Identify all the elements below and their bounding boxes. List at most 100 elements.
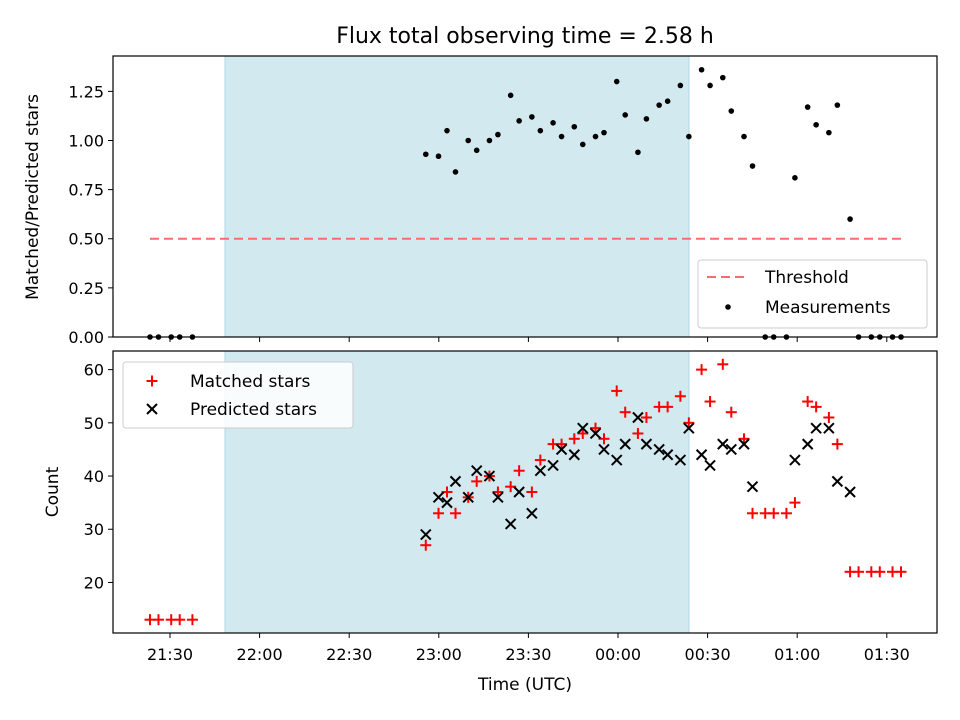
matched-star-point [590,422,602,434]
bottom-chart-panel: Count Time (UTC) 20 30 40 50 60 21:30 22:00 22:… [43,350,938,695]
measurement-point [698,66,705,73]
matched-star-point [449,507,461,519]
matched-star-point [186,614,198,626]
predicted-star-point [823,422,835,434]
measurement-point [656,102,662,108]
measurement-point [728,108,735,114]
measurement-point [558,133,565,140]
matched-star-point [471,475,483,487]
x-tick-label: 22:00 [237,645,283,664]
predicted-star-point [611,454,623,466]
bottom-y-tick-label: 50 [84,414,104,433]
predicted-star-point [534,465,547,477]
matched-star-point [810,401,822,413]
matched-star-point [640,412,652,424]
predicted-star-point [492,491,504,504]
predicted-star-point [598,443,610,456]
predicted-star-point [589,427,602,440]
top-y-tick-label: 1.00 [68,131,104,150]
matched-star-point [831,438,843,450]
predicted-star-point [449,475,462,488]
matched-star-point [683,417,695,429]
top-y-tick-label: 0.25 [68,279,104,298]
predicted-star-point [844,486,856,498]
measurement-point [677,82,684,89]
measurement-point [422,151,429,158]
predicted-star-point [420,528,432,541]
matched-star-point [632,427,644,439]
matched-star-point [746,507,758,519]
measurement-point [749,163,756,169]
bottom-y-tick-label: 60 [84,361,104,380]
x-tick-label: 22:30 [326,645,372,664]
predicted-star-point [683,422,695,434]
measurement-point [834,102,841,108]
matched-star-point [768,507,780,519]
predicted-star-point [661,449,674,461]
measurement-point [435,153,442,160]
matched-star-point [619,406,631,418]
predicted-star-point [568,449,581,461]
measurement-point [719,74,726,81]
legend-measurements-label: Measurements [765,298,891,318]
bottom-y-tick-label: 40 [84,467,104,486]
predicted-star-point [555,443,568,456]
observing-window-shade [224,55,690,338]
matched-star-point [441,486,453,498]
matched-star-point [874,566,886,578]
top-legend-box [697,259,928,329]
predicted-star-point [738,438,750,450]
predicted-star-point [789,454,801,466]
top-y-axis-label: Matched/Predicted stars [23,94,43,300]
bottom-y-tick-label: 30 [84,520,104,539]
matched-star-point [823,412,835,424]
legend-threshold-label: Threshold [764,268,849,288]
measurement-point [550,120,556,126]
legend-matched-label: Matched stars [190,372,310,392]
measurement-point [792,175,798,181]
predicted-star-point [725,443,737,456]
measurement-point [622,112,629,118]
matched-star-point [780,507,792,519]
predicted-star-point [470,465,483,477]
chart-title: Flux total observing time = 2.58 h [336,24,714,49]
predicted-star-point [640,438,653,450]
legend-measurements-swatch [725,304,731,310]
measurement-point [452,169,459,175]
measurement-point [507,92,514,99]
measurement-point [686,133,692,140]
predicted-star-point [704,459,716,472]
matched-star-point [577,427,589,439]
x-tick-label: 01:30 [864,645,910,664]
measurement-point [613,78,620,85]
measurement-point [601,129,607,136]
matched-star-point [513,465,525,477]
measurement-point [495,131,501,138]
bottom-y-axis-label: Count [43,466,63,517]
measurement-point [707,82,713,89]
predicted-star-point [619,438,631,450]
measurement-point [486,137,493,144]
bottom-y-tick-label: 20 [84,573,104,592]
measurement-point [537,127,544,134]
matched-star-point [696,364,708,376]
predicted-star-point [513,486,525,498]
predicted-star-point [746,480,759,493]
measurement-point [571,123,578,130]
bottom-legend-box [122,361,354,429]
measurement-point [635,149,641,156]
top-chart-panel: Flux total observing time = 2.58 h Match… [23,24,938,347]
predicted-star-point [441,496,453,509]
top-legend: Threshold Measurements [697,259,928,329]
matched-star-point [802,396,814,408]
x-axis-label: Time (UTC) [477,675,572,695]
matched-star-point [725,406,737,418]
measurement-point [444,127,450,134]
legend-predicted-label: Predicted stars [190,400,317,420]
predicted-star-point [695,449,708,461]
measurement-point [592,133,599,140]
matched-star-point [611,385,623,397]
measurement-point [664,98,671,104]
x-tick-label: 01:00 [774,645,820,664]
